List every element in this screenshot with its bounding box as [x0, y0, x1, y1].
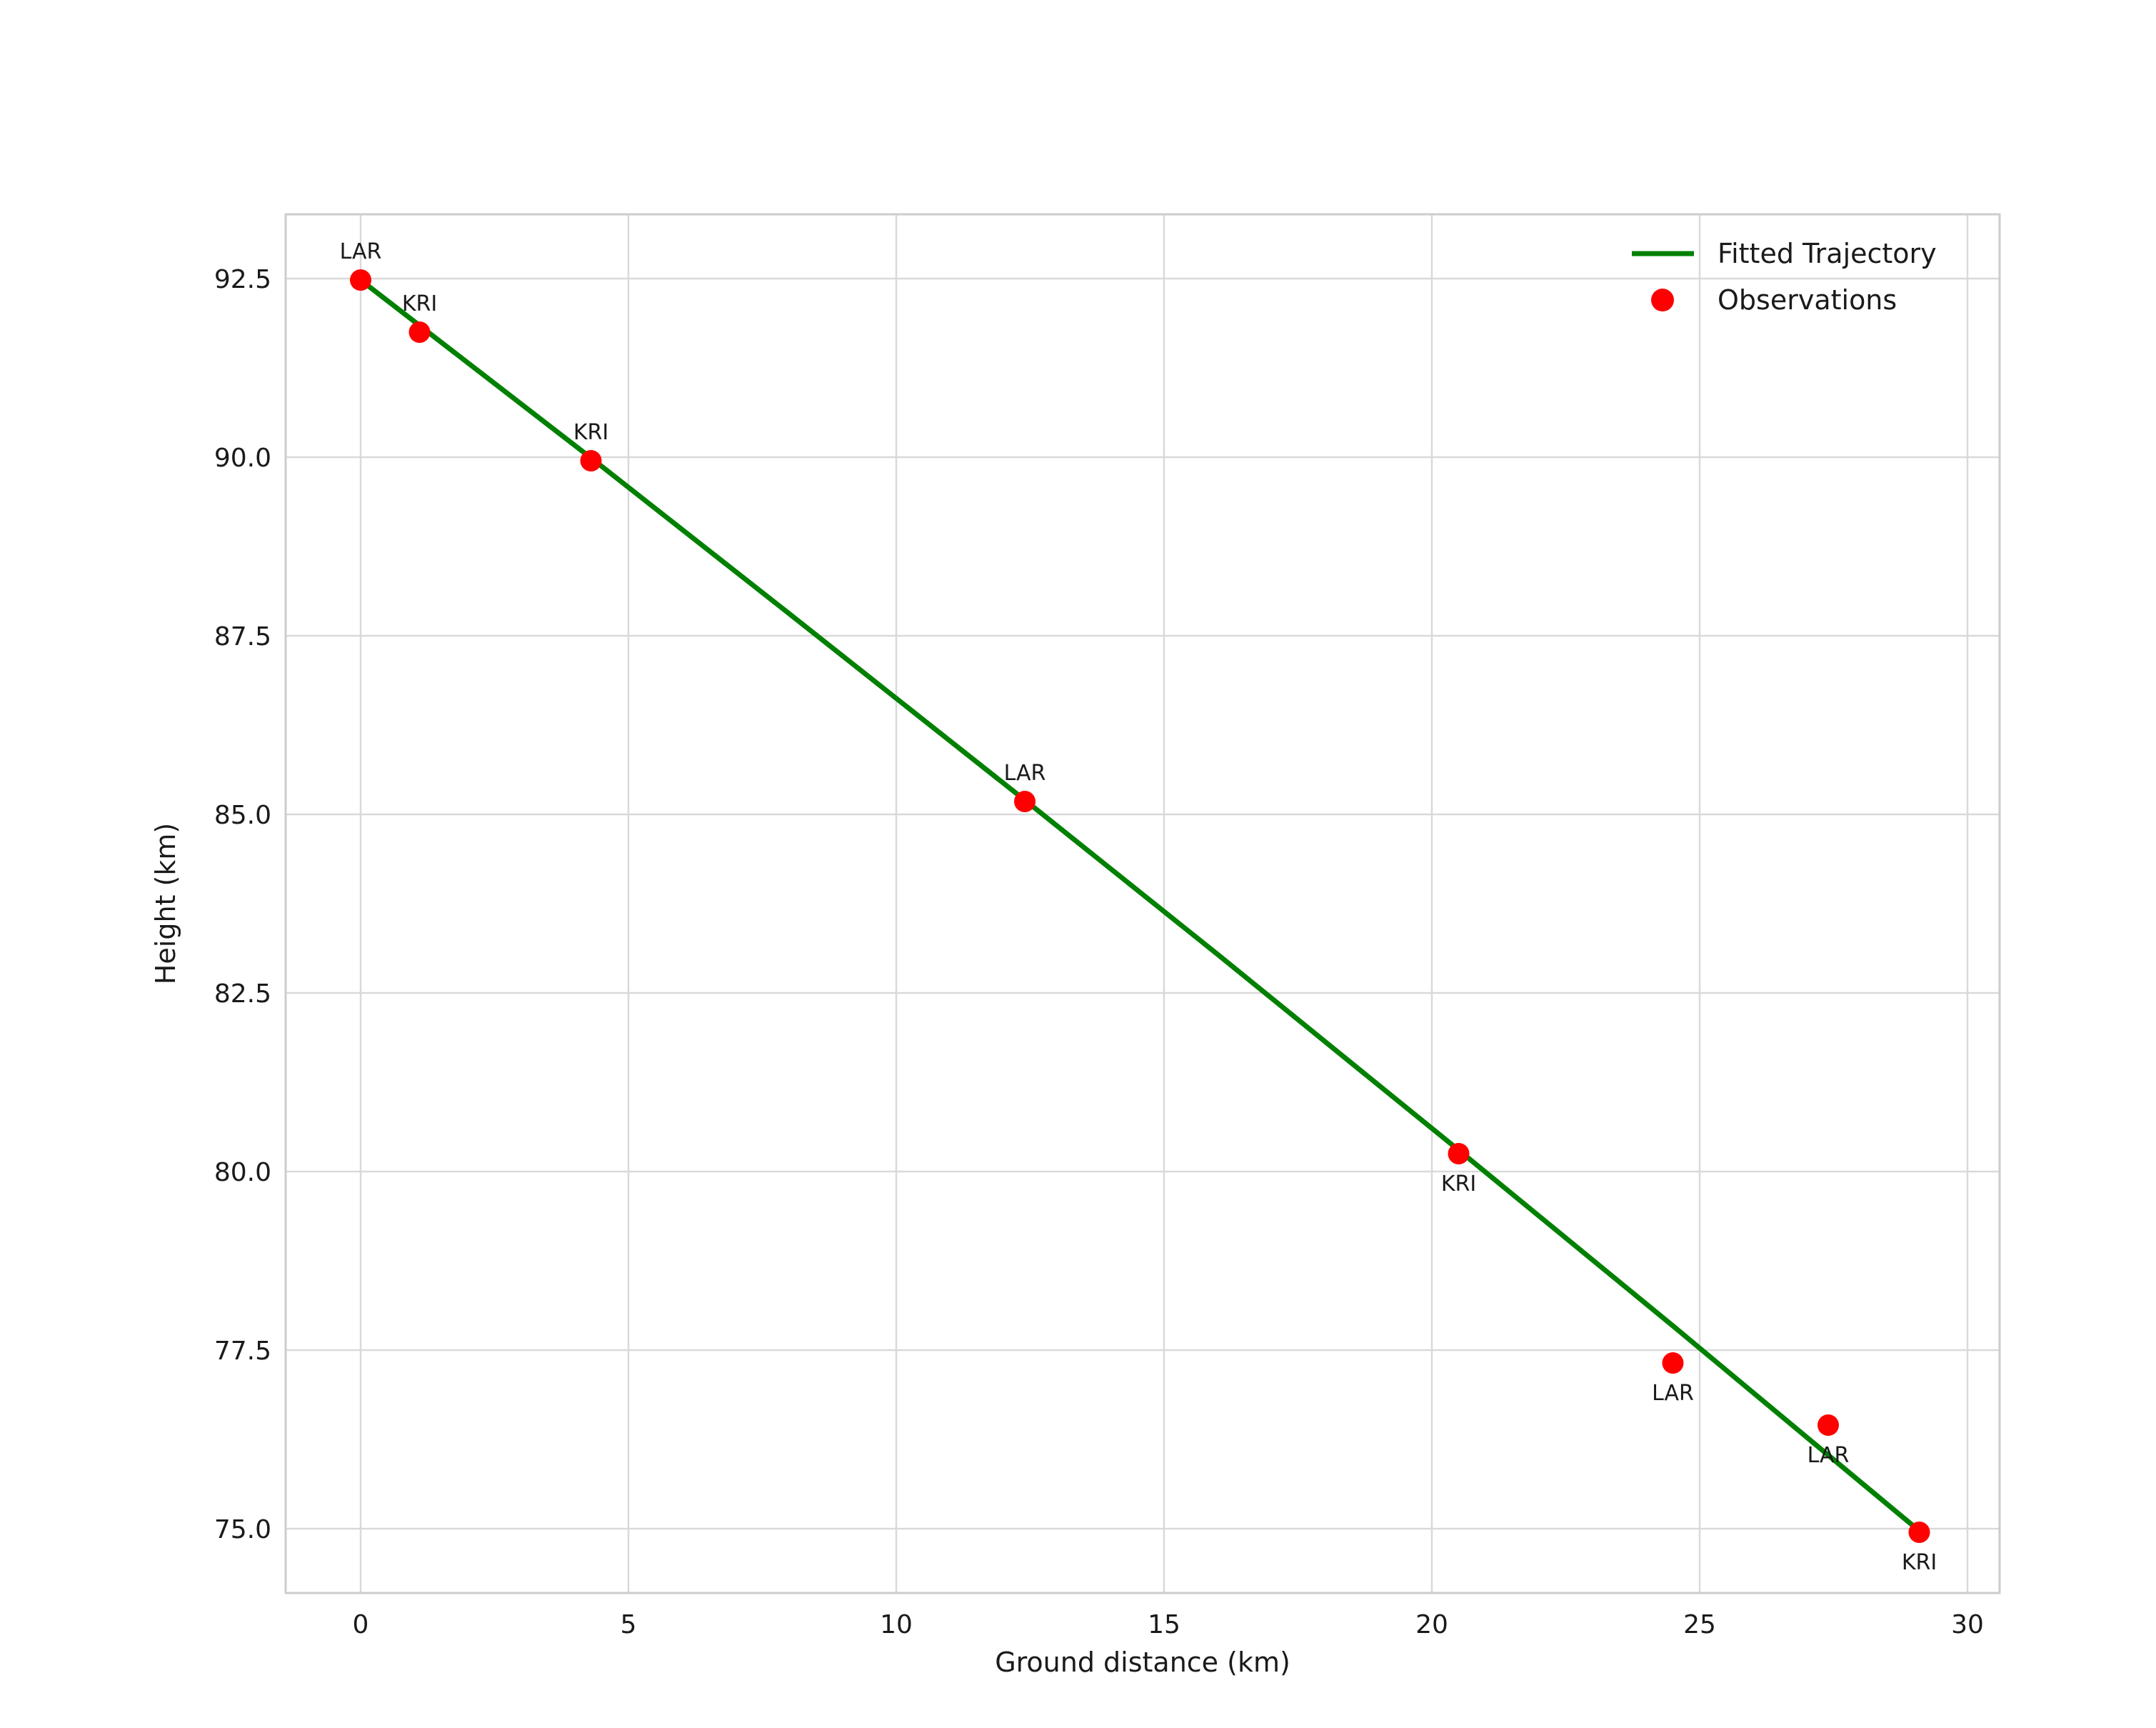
y-tick-label: 82.5: [214, 979, 271, 1009]
observation-point-lar: [1014, 791, 1036, 812]
y-axis-label: Height (km): [150, 823, 181, 984]
plot-border: [284, 213, 2001, 1594]
y-tick-label: 87.5: [214, 622, 271, 651]
y-tick-label: 90.0: [214, 444, 271, 473]
observation-point-lar: [350, 269, 371, 291]
observation-station-label: KRI: [402, 291, 437, 316]
y-tick-label: 80.0: [214, 1158, 271, 1187]
plot-layer: 0 5 10 15 20 25 30 75.0 77.5 80.0 82.5 85.0 87.5 90.0…: [214, 213, 2001, 1639]
x-tick-label: 15: [1148, 1610, 1180, 1639]
observation-station-label: LAR: [1004, 761, 1046, 786]
observation-station-label: KRI: [1902, 1550, 1937, 1575]
y-tick-label: 75.0: [214, 1515, 271, 1544]
fitted-trajectory-line: [358, 277, 1922, 1534]
x-tick-label: 30: [1951, 1610, 1984, 1639]
observation-station-label: KRI: [573, 420, 608, 445]
observation-station-label: KRI: [1441, 1172, 1476, 1197]
observation-station-label: LAR: [1652, 1381, 1694, 1406]
x-tick-label: 10: [880, 1610, 913, 1639]
x-tick-label: 20: [1415, 1610, 1448, 1639]
x-axis-label: Ground distance (km): [995, 1647, 1290, 1678]
legend-label-fitted-trajectory: Fitted Trajectory: [1718, 238, 1937, 269]
y-tick-label: 92.5: [214, 265, 271, 294]
y-tick-label: 85.0: [214, 801, 271, 830]
observation-point-kri: [408, 321, 431, 343]
observation-point-lar: [1662, 1352, 1684, 1374]
legend-label-observations: Observations: [1718, 284, 1897, 316]
observation-point-kri: [1908, 1522, 1930, 1543]
x-tick-label: 5: [621, 1610, 637, 1639]
x-tick-label: 25: [1683, 1610, 1716, 1639]
x-tick-label: 0: [353, 1610, 369, 1639]
y-tick-label: 77.5: [214, 1337, 271, 1366]
legend: Fitted Trajectory Observations: [1632, 238, 1937, 316]
observation-point-lar: [1817, 1414, 1839, 1436]
observations-legend-swatch: [1651, 289, 1674, 311]
observation-point-kri: [580, 450, 602, 471]
observation-point-kri: [1448, 1143, 1470, 1164]
observation-station-label: LAR: [1807, 1443, 1850, 1468]
observation-station-label: LAR: [340, 239, 382, 264]
